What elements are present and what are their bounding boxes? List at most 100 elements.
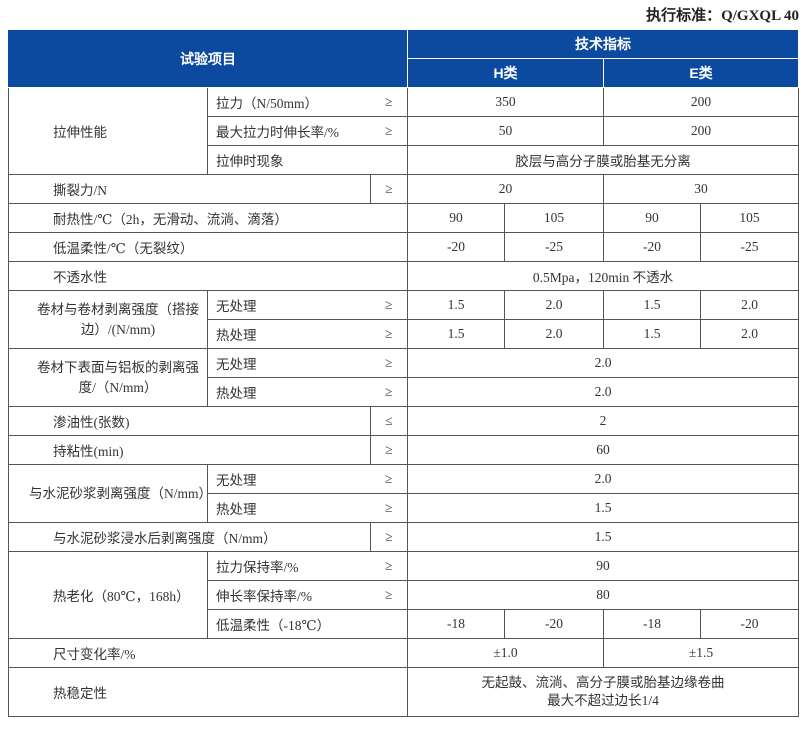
value-cell: -20	[504, 609, 604, 639]
table-row: 热处理 ≥2.0	[9, 377, 799, 407]
comparator-cell: ≥	[370, 522, 408, 552]
value-cell: 105	[504, 203, 604, 233]
value-cell: 1.5	[407, 522, 799, 552]
item-cell: 耐热性/℃（2h，无滑动、流淌、滴落）	[8, 203, 408, 233]
item-cell: 持粘性(min)	[8, 435, 371, 465]
value-cell: 350	[407, 87, 604, 117]
comparator-cell: ≥	[370, 87, 408, 117]
subitem-cell: 热处理	[207, 377, 371, 407]
value-cell: 0.5Mpa，120min 不透水	[407, 261, 799, 291]
subitem-cell: 拉力保持率/%	[207, 551, 371, 581]
item-cell: 卷材下表面与铝板的剥离强度/（N/mm）	[8, 348, 208, 407]
table-row: 最大拉力时伸长率/% ≥50 200	[9, 116, 799, 146]
value-cell: -18	[603, 609, 701, 639]
value-cell: 1.5	[407, 290, 505, 320]
table-row: 卷材与卷材剥离强度（搭接边）/(N/mm) 无处理 ≥1.5 2.0 1.5 2.0	[8, 290, 799, 349]
value-cell: 20	[407, 174, 604, 204]
subitem-cell: 热处理	[207, 493, 371, 523]
value-cell: 90	[407, 203, 505, 233]
table-row: 不透水性 0.5Mpa，120min 不透水	[8, 261, 799, 291]
comparator-cell: ≥	[370, 116, 408, 146]
value-cell: 2.0	[504, 319, 604, 349]
header-e-class: E类	[603, 58, 799, 88]
value-cell: 200	[603, 116, 799, 146]
comparator-cell: ≥	[370, 348, 408, 378]
subitem-cell: 无处理	[207, 290, 371, 320]
value-cell: -20	[407, 232, 505, 262]
table-row: 伸长率保持率/% ≥80	[9, 580, 799, 610]
header-h-class: H类	[407, 58, 604, 88]
table-row: 渗油性(张数) ≤2	[8, 406, 799, 436]
item-cell: 渗油性(张数)	[8, 406, 371, 436]
item-cell: 拉伸性能	[8, 87, 208, 175]
subitem-cell: 无处理	[207, 464, 371, 494]
value-cell: 2.0	[407, 377, 799, 407]
table-row: 低温柔性（-18℃） -18 -20 -18 -20	[9, 609, 799, 639]
item-cell: 不透水性	[8, 261, 408, 291]
value-cell: 30	[603, 174, 799, 204]
subitem-cell: 低温柔性（-18℃）	[207, 609, 408, 639]
subitem-cell: 最大拉力时伸长率/%	[207, 116, 371, 146]
value-cell: 2	[407, 406, 799, 436]
table-row: 持粘性(min) ≥60	[8, 435, 799, 465]
table-row: 与水泥砂浆剥离强度（N/mm） 无处理 ≥2.0	[8, 464, 799, 523]
table-row: 卷材下表面与铝板的剥离强度/（N/mm） 无处理 ≥2.0	[8, 348, 799, 407]
value-cell: 1.5	[407, 319, 505, 349]
item-cell: 低温柔性/℃（无裂纹）	[8, 232, 408, 262]
value-cell: 200	[603, 87, 799, 117]
value-cell: 2.0	[504, 290, 604, 320]
comparator-cell: ≥	[370, 435, 408, 465]
comparator-cell: ≥	[370, 464, 408, 494]
subitem-cell: 无处理	[207, 348, 371, 378]
subitem-cell: 伸长率保持率/%	[207, 580, 371, 610]
value-cell: 无起鼓、流淌、高分子膜或胎基边缘卷曲 最大不超过边长1/4	[407, 667, 799, 717]
comparator-cell: ≥	[370, 319, 408, 349]
value-cell: -20	[603, 232, 701, 262]
value-cell: 90	[407, 551, 799, 581]
table-row: 撕裂力/N ≥20 30	[8, 174, 799, 204]
value-cell: 60	[407, 435, 799, 465]
value-cell: 90	[603, 203, 701, 233]
table-row: 耐热性/℃（2h，无滑动、流淌、滴落） 90 105 90 105	[8, 203, 799, 233]
value-cell: 2.0	[407, 348, 799, 378]
value-cell: 1.5	[407, 493, 799, 523]
comparator-cell: ≥	[370, 551, 408, 581]
value-cell: 80	[407, 580, 799, 610]
value-cell: 2.0	[407, 464, 799, 494]
table-row: 低温柔性/℃（无裂纹） -20 -25 -20 -25	[8, 232, 799, 262]
value-cell: -20	[700, 609, 799, 639]
comparator-cell: ≥	[370, 580, 408, 610]
comparator-cell: ≥	[370, 174, 408, 204]
spec-table: 试验项目 技术指标 H类 E类 拉伸性能 拉力（N/50mm） ≥350 200 最大拉…	[8, 30, 799, 717]
comparator-cell: ≥	[370, 290, 408, 320]
subitem-cell: 热处理	[207, 319, 371, 349]
value-cell: 50	[407, 116, 604, 146]
value-cell: -25	[700, 232, 799, 262]
item-cell: 热稳定性	[8, 667, 408, 717]
value-cell: -18	[407, 609, 505, 639]
table-row: 热老化（80℃，168h） 拉力保持率/% ≥90	[8, 551, 799, 639]
table-row: 与水泥砂浆浸水后剥离强度（N/mm） ≥1.5	[8, 522, 799, 552]
value-cell: 1.5	[603, 319, 701, 349]
comparator-cell: ≥	[370, 377, 408, 407]
value-cell: ±1.5	[603, 638, 799, 668]
value-cell: 2.0	[700, 290, 799, 320]
item-cell: 与水泥砂浆剥离强度（N/mm）	[8, 464, 212, 523]
value-cell: ±1.0	[407, 638, 604, 668]
item-cell: 卷材与卷材剥离强度（搭接边）/(N/mm)	[8, 290, 208, 349]
header-spec: 技术指标	[407, 30, 799, 59]
subitem-cell: 拉力（N/50mm）	[207, 87, 371, 117]
standard-label: 执行标准：Q/GXQL 40	[646, 8, 799, 24]
item-cell: 撕裂力/N	[8, 174, 371, 204]
subitem-cell: 拉伸时现象	[207, 145, 408, 175]
item-cell: 尺寸变化率/%	[8, 638, 408, 668]
comparator-cell: ≥	[370, 493, 408, 523]
value-cell: 105	[700, 203, 799, 233]
item-cell: 热老化（80℃，168h）	[8, 551, 208, 639]
table-row: 拉伸时现象 胶层与高分子膜或胎基无分离	[9, 145, 799, 175]
table-row: 热稳定性 无起鼓、流淌、高分子膜或胎基边缘卷曲 最大不超过边长1/4	[8, 667, 799, 717]
value-cell: 2.0	[700, 319, 799, 349]
table-row: 尺寸变化率/% ±1.0 ±1.5	[8, 638, 799, 668]
header-test-item: 试验项目	[8, 30, 408, 88]
value-cell: 胶层与高分子膜或胎基无分离	[407, 145, 799, 175]
